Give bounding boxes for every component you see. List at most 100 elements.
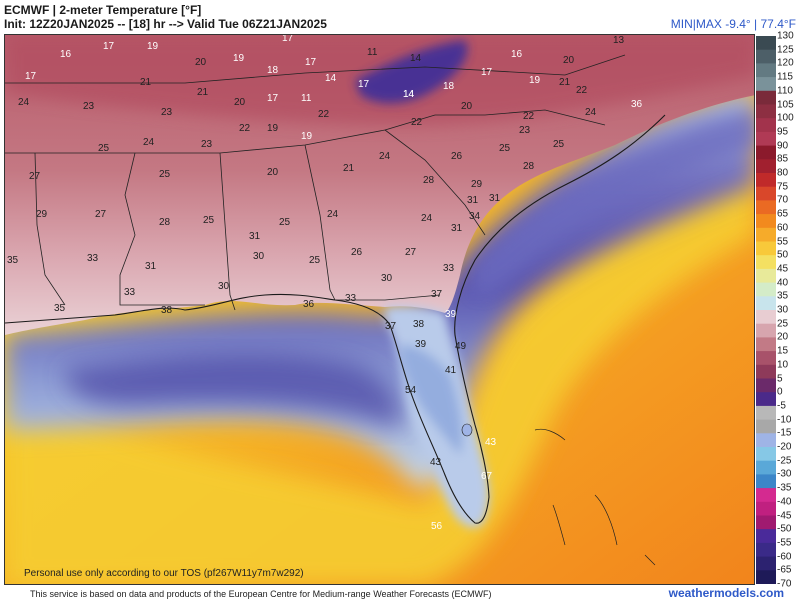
temp-label: 28 — [159, 217, 171, 228]
colorbar-tick-label: -5 — [777, 400, 786, 412]
temperature-map: 17 19 16 17 20 19 18 17 11 14 16 20 13 1… — [4, 34, 755, 585]
border-ga-fl — [335, 294, 441, 301]
temp-label: 33 — [345, 293, 357, 304]
colorbar-segment — [756, 488, 776, 503]
temp-label: 25 — [553, 139, 565, 150]
colorbar-segment — [756, 460, 776, 475]
florida-cool-core — [400, 345, 462, 455]
temp-label: 38 — [161, 305, 173, 316]
tos-disclaimer: Personal use only according to our TOS (… — [24, 568, 304, 579]
temp-label: 24 — [143, 137, 155, 148]
colorbar-segment — [756, 405, 776, 421]
island-4 — [644, 554, 656, 566]
temp-label: 16 — [511, 49, 523, 60]
colorbar-segment — [756, 447, 776, 462]
map-title: ECMWF | 2-meter Temperature [°F] — [4, 3, 202, 17]
temp-label: 21 — [140, 77, 152, 88]
ecmwf-attribution: This service is based on data and produc… — [30, 589, 492, 599]
lake-okeechobee — [461, 423, 473, 437]
colorbar-tick-label: -60 — [777, 551, 792, 563]
colorbar-tick-label: -55 — [777, 537, 792, 549]
colorbar-tick-label: 45 — [777, 263, 789, 275]
temp-label: 22 — [523, 111, 535, 122]
bahamas-islands — [534, 428, 656, 566]
temp-label: 31 — [451, 223, 463, 234]
atlantic-cool-strip — [475, 110, 754, 295]
temp-label: 33 — [443, 263, 455, 274]
temp-label: 19 — [529, 75, 541, 86]
temp-label: 13 — [613, 35, 625, 46]
appalachian-cold-pocket — [355, 40, 468, 104]
colorbar-segment — [756, 145, 776, 160]
temp-label: 54 — [405, 385, 417, 396]
colorbar-segment — [756, 364, 776, 380]
min-max-readout: MIN|MAX -9.4° | 77.4°F — [670, 17, 796, 31]
temp-label: 49 — [455, 341, 467, 352]
colorbar-tick-label: 0 — [777, 386, 783, 398]
border-ky-va — [5, 54, 626, 84]
temp-label: 30 — [253, 251, 265, 262]
border-ms-la — [119, 152, 205, 306]
temp-label: 25 — [203, 215, 215, 226]
colorbar-tick-label: -25 — [777, 455, 792, 467]
init-valid-line: Init: 12Z20JAN2025 -- [18] hr --> Valid … — [4, 17, 327, 31]
temp-label: 14 — [410, 53, 422, 64]
colorbar-segment — [756, 90, 776, 106]
colorbar-tick-label: 60 — [777, 222, 789, 234]
temp-label: 30 — [218, 281, 230, 292]
temp-label: 20 — [267, 167, 279, 178]
temp-label: 23 — [161, 107, 173, 118]
temp-label: 25 — [309, 255, 321, 266]
island-1 — [534, 428, 566, 441]
temp-label: 38 — [413, 319, 425, 330]
temp-label: 26 — [451, 151, 463, 162]
colorbar-segment — [756, 268, 776, 284]
temp-label: 21 — [559, 77, 571, 88]
colorbar-segment — [756, 241, 776, 256]
yellow-band — [5, 175, 754, 584]
colorbar-segment — [756, 529, 776, 544]
colorbar-tick-label: 105 — [777, 99, 794, 110]
temp-label: 24 — [421, 213, 433, 224]
temp-label: 27 — [405, 247, 417, 258]
colorbar-tick-label: 65 — [777, 208, 789, 220]
colorbar-tick-label: -30 — [777, 468, 792, 480]
temp-label: 26 — [351, 247, 363, 258]
temp-label: 31 — [145, 261, 157, 272]
temp-label: 31 — [249, 231, 261, 242]
temp-label: 34 — [469, 211, 481, 222]
colorbar-segment — [756, 556, 776, 571]
temp-label: 36 — [631, 99, 643, 110]
site-brand[interactable]: weathermodels.com — [668, 586, 784, 600]
temp-label: 23 — [519, 125, 531, 136]
colorbar-tick-label: 30 — [777, 304, 789, 316]
temp-label: 35 — [7, 255, 19, 266]
colorbar-tick-label: 40 — [777, 277, 789, 289]
colorbar-segment — [756, 159, 776, 174]
temp-label: 56 — [431, 521, 443, 532]
temp-label: 20 — [195, 57, 207, 68]
colorbar-labels: 130 125 120 115 110 105 100 95 90 85 80 75 70 65 60 55 5… — [776, 31, 800, 590]
colorbar-segment — [756, 392, 776, 407]
state-borders — [5, 54, 626, 311]
colorbar-segment — [756, 173, 776, 188]
colorbar-segment — [756, 214, 776, 229]
temp-label: 36 — [303, 299, 315, 310]
colorbar-tick-label: -10 — [777, 414, 792, 426]
map-header: ECMWF | 2-meter Temperature [°F] Init: 1… — [0, 0, 800, 34]
colorbar-segment — [756, 570, 776, 584]
colorbar-tick-label: 85 — [777, 153, 789, 165]
temp-label: 22 — [239, 123, 251, 134]
temp-label: 11 — [301, 93, 312, 104]
temp-label: 18 — [443, 81, 455, 92]
temp-label: 23 — [83, 101, 95, 112]
temp-label: 33 — [124, 287, 136, 298]
colorbar-segment — [756, 36, 776, 51]
colorbar-segment — [756, 296, 776, 311]
temp-label: 22 — [576, 85, 588, 96]
temp-label: 17 — [481, 67, 493, 78]
temp-label: 27 — [95, 209, 107, 220]
temp-label: 25 — [159, 169, 171, 180]
temp-label: 35 — [54, 303, 66, 314]
temp-label: 43 — [485, 437, 497, 448]
